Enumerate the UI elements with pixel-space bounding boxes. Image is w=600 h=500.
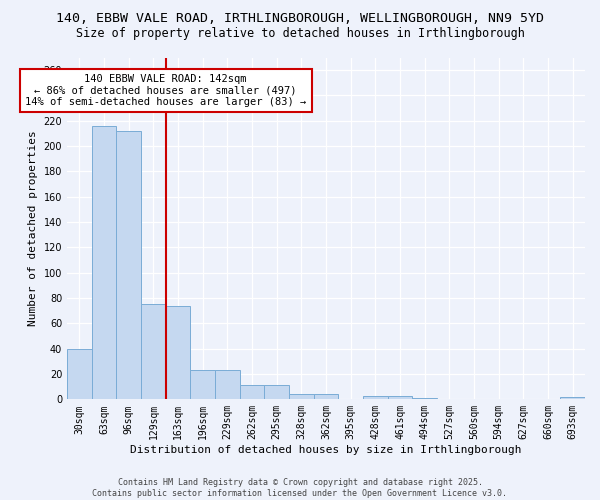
Bar xyxy=(67,348,92,400)
X-axis label: Distribution of detached houses by size in Irthlingborough: Distribution of detached houses by size … xyxy=(130,445,522,455)
Text: 140 EBBW VALE ROAD: 142sqm
← 86% of detached houses are smaller (497)
14% of sem: 140 EBBW VALE ROAD: 142sqm ← 86% of deta… xyxy=(25,74,307,107)
Bar xyxy=(388,396,412,400)
Bar xyxy=(92,126,116,400)
Bar xyxy=(289,394,314,400)
Y-axis label: Number of detached properties: Number of detached properties xyxy=(28,130,38,326)
Bar xyxy=(363,396,388,400)
Bar xyxy=(265,386,289,400)
Bar xyxy=(240,386,265,400)
Bar xyxy=(412,398,437,400)
Bar xyxy=(141,304,166,400)
Text: 140, EBBW VALE ROAD, IRTHLINGBOROUGH, WELLINGBOROUGH, NN9 5YD: 140, EBBW VALE ROAD, IRTHLINGBOROUGH, WE… xyxy=(56,12,544,26)
Text: Size of property relative to detached houses in Irthlingborough: Size of property relative to detached ho… xyxy=(76,28,524,40)
Bar xyxy=(190,370,215,400)
Text: Contains HM Land Registry data © Crown copyright and database right 2025.
Contai: Contains HM Land Registry data © Crown c… xyxy=(92,478,508,498)
Bar xyxy=(215,370,240,400)
Bar xyxy=(560,397,585,400)
Bar xyxy=(166,306,190,400)
Bar xyxy=(314,394,338,400)
Bar xyxy=(116,131,141,400)
